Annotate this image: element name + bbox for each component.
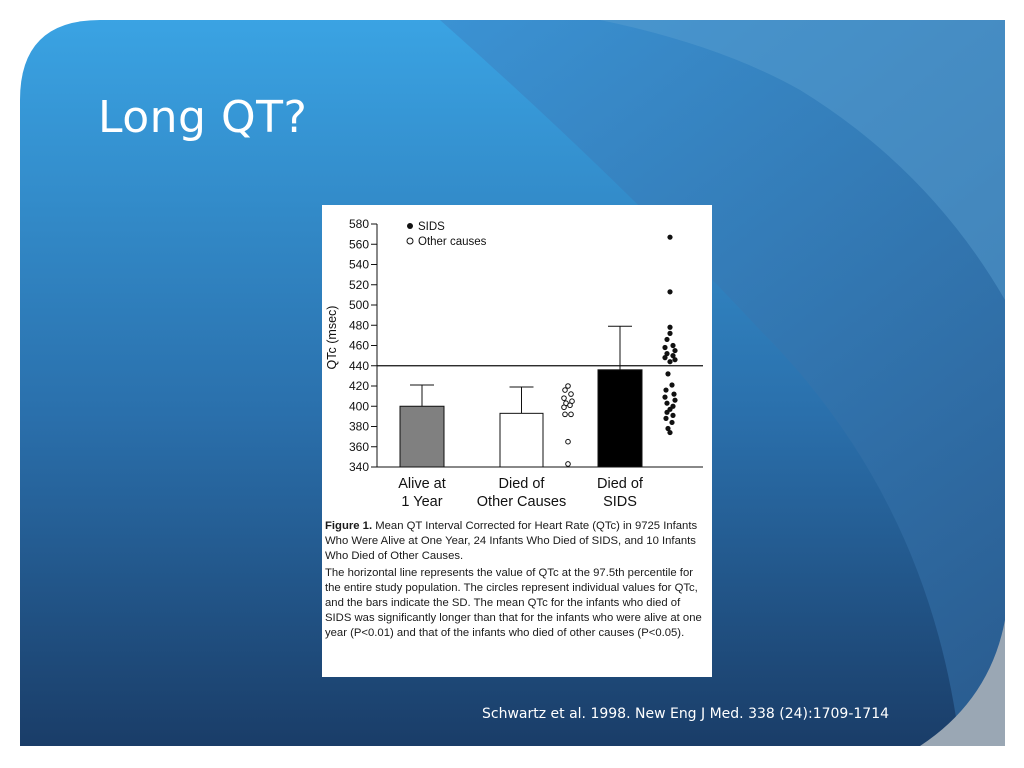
slide-title: Long QT? bbox=[98, 92, 308, 143]
point-sids bbox=[669, 382, 675, 388]
point-sids bbox=[667, 324, 673, 330]
y-tick-label: 440 bbox=[349, 359, 369, 373]
point-other-causes bbox=[568, 411, 574, 418]
y-tick-label: 500 bbox=[349, 298, 369, 312]
category-label-line2: 1 Year bbox=[401, 494, 442, 510]
category-label-line2: SIDS bbox=[603, 494, 637, 510]
point-sids bbox=[662, 344, 668, 351]
point-sids bbox=[663, 415, 669, 421]
point-other-causes bbox=[562, 387, 568, 393]
point-sids bbox=[671, 391, 677, 397]
point-sids bbox=[665, 425, 671, 432]
category-label-line1: Alive at bbox=[398, 476, 446, 492]
category-label-line1: Died of bbox=[499, 476, 546, 492]
point-sids bbox=[667, 330, 673, 336]
figure-title: Mean QT Interval Corrected for Heart Rat… bbox=[325, 520, 698, 562]
point-sids bbox=[670, 342, 676, 349]
point-sids bbox=[662, 355, 668, 361]
point-sids bbox=[670, 412, 676, 418]
point-sids bbox=[670, 353, 676, 359]
y-axis-label: QTc (msec) bbox=[325, 306, 339, 370]
point-other-causes bbox=[565, 461, 571, 467]
legend-symbol-other-causes bbox=[406, 237, 414, 245]
point-sids bbox=[664, 400, 670, 406]
category-label-line2: Other Causes bbox=[477, 494, 566, 510]
caption-body: The horizontal line represents the value… bbox=[325, 567, 702, 639]
figure-caption: Figure 1. Mean QT Interval Corrected for… bbox=[325, 519, 709, 643]
bar-sids bbox=[597, 369, 643, 468]
point-sids bbox=[672, 357, 678, 363]
legend-label-other-causes: Other causes bbox=[418, 236, 487, 248]
point-other-causes bbox=[567, 402, 573, 409]
y-tick-label: 460 bbox=[349, 339, 369, 353]
y-tick-label: 480 bbox=[349, 318, 369, 332]
point-sids bbox=[667, 234, 673, 240]
category-label-line1: Died of bbox=[597, 476, 644, 492]
point-sids bbox=[667, 359, 673, 365]
citation: Schwartz et al. 1998. New Eng J Med. 338… bbox=[482, 706, 890, 722]
bar-other-causes bbox=[499, 412, 544, 468]
point-sids bbox=[665, 371, 671, 377]
point-other-causes bbox=[561, 395, 567, 401]
figure-label: Figure 1. bbox=[325, 520, 373, 532]
point-other-causes bbox=[565, 438, 571, 445]
point-sids bbox=[667, 289, 673, 295]
point-sids bbox=[667, 429, 673, 436]
y-tick-label: 520 bbox=[349, 278, 369, 292]
point-sids bbox=[672, 397, 678, 403]
point-other-causes bbox=[561, 404, 567, 411]
point-sids bbox=[664, 351, 670, 357]
y-tick-label: 580 bbox=[349, 217, 369, 231]
y-tick-label: 400 bbox=[349, 399, 369, 413]
point-sids bbox=[664, 336, 670, 343]
legend-label-sids: SIDS bbox=[418, 221, 445, 233]
figure-panel: 580 560 540 520 500 480 460 440 420 400 380 360 340 Q… bbox=[322, 205, 712, 677]
point-sids bbox=[672, 347, 678, 354]
y-tick-label: 420 bbox=[349, 379, 369, 393]
y-tick-label: 560 bbox=[349, 237, 369, 251]
y-tick-label: 360 bbox=[349, 440, 369, 454]
chart-layer: 580 560 540 520 500 480 460 440 420 400 380 360 340 Q… bbox=[325, 217, 703, 510]
caption-title-paragraph: Figure 1. Mean QT Interval Corrected for… bbox=[325, 519, 709, 564]
legend-symbol-sids bbox=[407, 223, 413, 229]
point-sids bbox=[669, 419, 675, 426]
point-sids bbox=[662, 394, 668, 400]
point-other-causes bbox=[565, 383, 571, 389]
point-other-causes bbox=[562, 411, 568, 418]
bar-alive bbox=[399, 405, 445, 468]
point-sids bbox=[663, 387, 669, 393]
y-tick-label: 340 bbox=[349, 460, 369, 474]
point-sids bbox=[664, 409, 670, 415]
y-tick-label: 540 bbox=[349, 258, 369, 272]
point-other-causes bbox=[568, 391, 574, 397]
y-tick-label: 380 bbox=[349, 420, 369, 434]
qtc-chart: 580 560 540 520 500 480 460 440 420 400 380 360 340 Q… bbox=[325, 217, 703, 510]
